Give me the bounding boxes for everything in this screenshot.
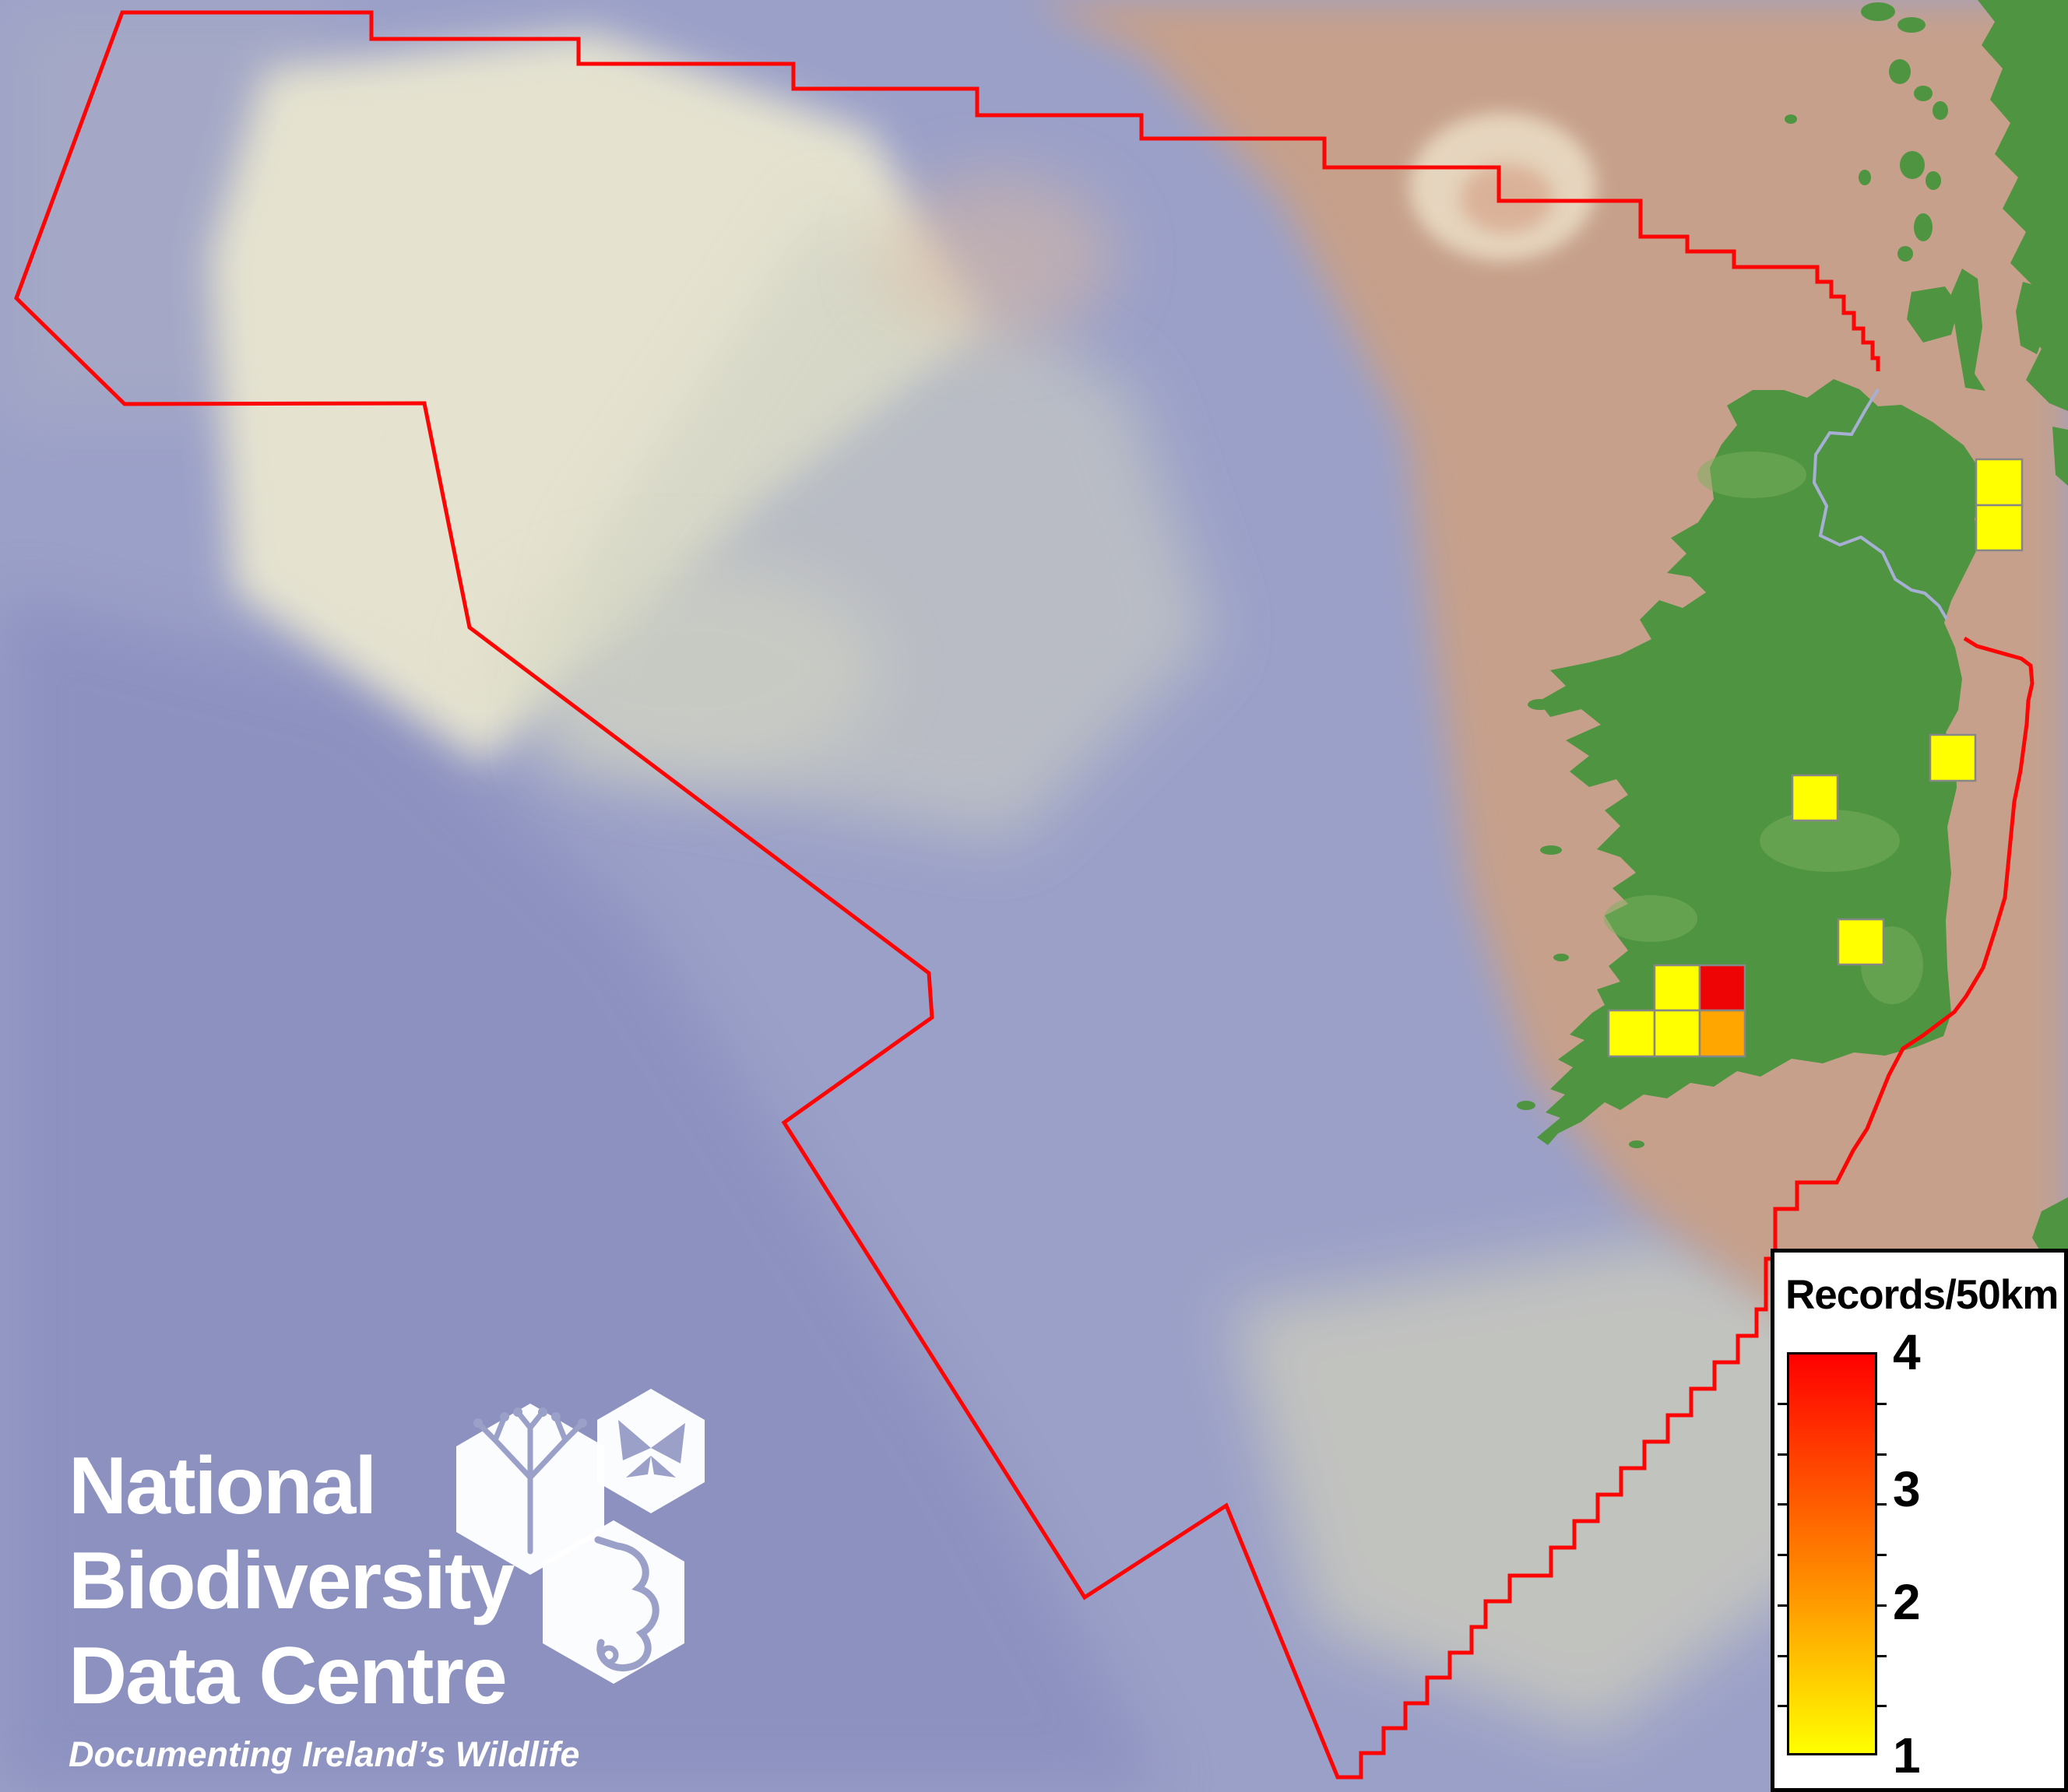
legend-tick bbox=[1778, 1503, 1788, 1506]
island bbox=[1629, 1140, 1644, 1148]
plant-sprig-tip bbox=[500, 1412, 509, 1421]
legend-value-label: 3 bbox=[1893, 1461, 1921, 1517]
legend-title: Records/50km bbox=[1785, 1272, 2059, 1318]
record-grid-square bbox=[1975, 504, 2024, 552]
legend-tick bbox=[1876, 1453, 1887, 1456]
galloway-landmass bbox=[2052, 427, 2068, 486]
plant-sprig-icon bbox=[475, 1409, 586, 1555]
island bbox=[1900, 151, 1925, 179]
logo-tagline: Documenting Ireland’s Wildlife bbox=[69, 1734, 580, 1774]
legend-panel: Records/50km 4 3 2 1 bbox=[1771, 1249, 2068, 1792]
legend-tick bbox=[1876, 1403, 1887, 1405]
record-grid-square bbox=[1791, 774, 1839, 822]
arran-landmass bbox=[2016, 282, 2050, 354]
ocean-blob bbox=[880, 175, 1113, 339]
record-grid-square bbox=[1975, 458, 2024, 507]
legend-tick bbox=[1778, 1403, 1788, 1405]
plant-sprig-tip bbox=[538, 1407, 547, 1417]
legend-value-label: 2 bbox=[1893, 1574, 1921, 1630]
legend-gradient-bar bbox=[1787, 1352, 1877, 1755]
logo-line-2: Biodiversity bbox=[69, 1536, 515, 1626]
island bbox=[1926, 171, 1941, 190]
legend-tick bbox=[1778, 1554, 1788, 1556]
plant-sprig-tip bbox=[473, 1418, 483, 1428]
northern-ireland-border bbox=[1812, 388, 1948, 620]
legend-value-label: 1 bbox=[1893, 1727, 1921, 1783]
legend-tick bbox=[1876, 1604, 1887, 1607]
relief-highlight bbox=[1760, 810, 1900, 872]
ocean-blob bbox=[0, 592, 1168, 1792]
ocean-blob bbox=[210, 31, 981, 763]
island bbox=[1914, 86, 1933, 101]
island bbox=[1517, 1101, 1535, 1110]
record-grid-square bbox=[1653, 964, 1701, 1012]
hexagon-butterfly bbox=[597, 1389, 705, 1513]
record-grid-square bbox=[1653, 1009, 1701, 1058]
kintyre-landmass bbox=[1950, 269, 1985, 391]
logo-line-3: Data Centre bbox=[69, 1631, 508, 1721]
ocean-blob bbox=[491, 560, 880, 778]
relief-highlight bbox=[1604, 895, 1697, 942]
boundary-lines-layer bbox=[14, 10, 2035, 1780]
ocean-blob bbox=[1230, 1238, 1923, 1736]
record-grid-square bbox=[1607, 1009, 1656, 1058]
records-grid-layer bbox=[1607, 458, 2024, 1058]
record-grid-square bbox=[1698, 1009, 1746, 1058]
islay-landmass bbox=[1907, 286, 1959, 343]
island bbox=[1889, 59, 1911, 84]
eez-boundary-line bbox=[14, 10, 2035, 1780]
island bbox=[1914, 213, 1933, 241]
island bbox=[1553, 954, 1569, 961]
plant-sprig-tip bbox=[578, 1418, 587, 1428]
relief-highlight bbox=[1697, 452, 1806, 498]
plant-sprig-tip bbox=[513, 1407, 522, 1417]
island bbox=[1897, 246, 1913, 262]
seahorse-icon bbox=[594, 1536, 659, 1672]
legend-value-label: 4 bbox=[1893, 1324, 1921, 1380]
legend-tick bbox=[1876, 1705, 1887, 1707]
logo-hexagon-icons bbox=[456, 1389, 705, 1684]
legend-tick bbox=[1778, 1705, 1788, 1707]
legend-tick bbox=[1778, 1453, 1788, 1456]
ocean-blob bbox=[1460, 163, 1553, 234]
island bbox=[1785, 114, 1797, 124]
logo-line-1: National bbox=[69, 1441, 377, 1531]
legend-tick bbox=[1778, 1604, 1788, 1607]
legend-tick bbox=[1876, 1655, 1887, 1657]
record-grid-square bbox=[1837, 918, 1885, 966]
butterfly-icon bbox=[618, 1420, 685, 1478]
seahorse-coil bbox=[599, 1645, 619, 1665]
island bbox=[1933, 101, 1948, 120]
plant-sprig-tip bbox=[551, 1412, 561, 1421]
nbdc-logo: National Biodiversity Data Centre Docume… bbox=[69, 1389, 705, 1775]
record-grid-square bbox=[1929, 733, 1977, 782]
record-grid-square bbox=[1698, 964, 1746, 1012]
island bbox=[1859, 170, 1871, 185]
legend-tick bbox=[1876, 1554, 1887, 1556]
legend-tick bbox=[1778, 1655, 1788, 1657]
legend-tick bbox=[1876, 1503, 1887, 1506]
island bbox=[1540, 845, 1562, 855]
island bbox=[1861, 2, 1895, 21]
island bbox=[1528, 699, 1553, 710]
island bbox=[1897, 17, 1926, 33]
